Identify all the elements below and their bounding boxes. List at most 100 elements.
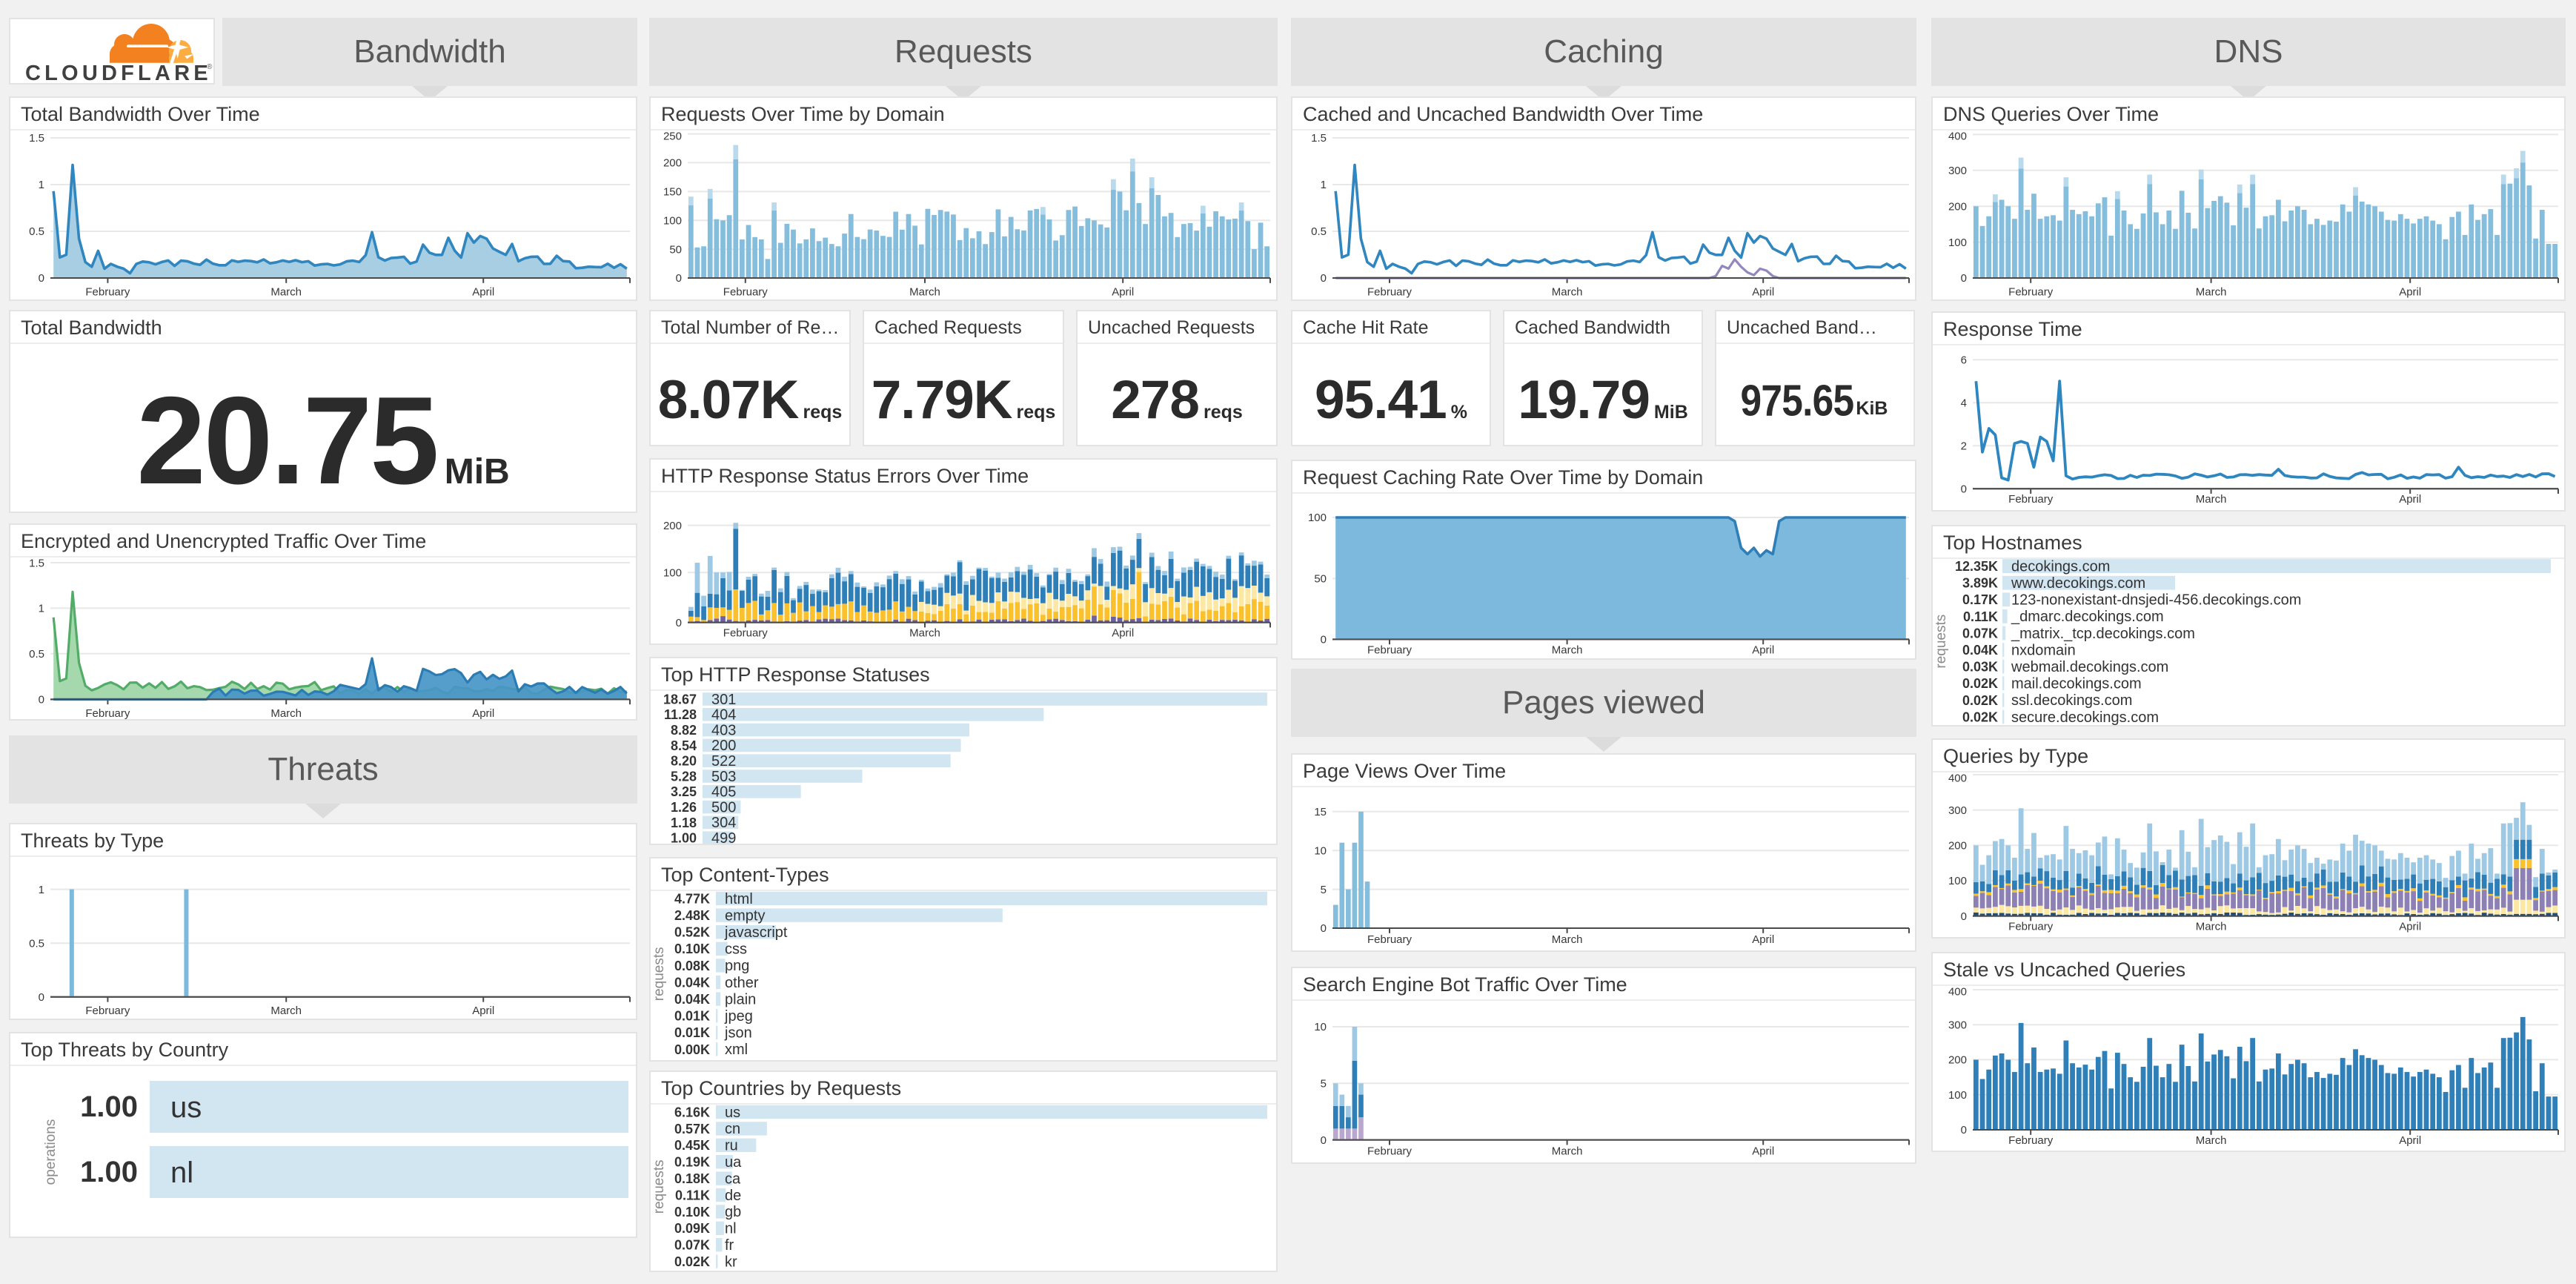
- svg-text:1.5: 1.5: [29, 557, 44, 569]
- svg-text:300: 300: [1948, 165, 1967, 177]
- svg-text:0.5: 0.5: [29, 225, 44, 238]
- svg-text:March: March: [270, 1005, 302, 1017]
- svg-text:10: 10: [1314, 1021, 1327, 1033]
- svg-text:1.00: 1.00: [80, 1091, 138, 1123]
- svg-text:6: 6: [1961, 354, 1967, 366]
- svg-text:400: 400: [1948, 986, 1967, 998]
- svg-text:April: April: [1752, 933, 1774, 946]
- svg-text:200: 200: [1948, 1054, 1967, 1067]
- svg-text:0.02K: 0.02K: [1962, 676, 1998, 691]
- svg-text:6.16K: 6.16K: [674, 1105, 710, 1119]
- svg-text:0.45K: 0.45K: [674, 1138, 710, 1153]
- svg-text:0.01K: 0.01K: [674, 1009, 710, 1024]
- svg-text:499: 499: [711, 830, 736, 845]
- svg-text:March: March: [2196, 493, 2227, 506]
- svg-text:April: April: [2399, 1134, 2421, 1147]
- svg-text:nl: nl: [725, 1221, 737, 1237]
- svg-text:April: April: [1112, 627, 1134, 640]
- svg-text:200: 200: [663, 157, 682, 170]
- svg-text:nxdomain: nxdomain: [2011, 642, 2076, 658]
- svg-text:0.57K: 0.57K: [674, 1122, 710, 1136]
- svg-text:April: April: [1752, 1145, 1774, 1158]
- svg-text:0.11K: 0.11K: [675, 1188, 710, 1202]
- svg-text:100: 100: [663, 566, 682, 579]
- svg-text:1.26: 1.26: [671, 800, 697, 815]
- svg-text:jpeg: jpeg: [724, 1008, 753, 1025]
- svg-text:us: us: [170, 1091, 202, 1124]
- svg-text:503: 503: [711, 769, 736, 785]
- svg-text:February: February: [1367, 1145, 1413, 1158]
- svg-text:0.5: 0.5: [29, 937, 44, 950]
- svg-text:operations: operations: [43, 1119, 59, 1185]
- svg-text:0: 0: [1961, 1124, 1967, 1136]
- svg-text:February: February: [2008, 493, 2054, 506]
- svg-text:png: png: [725, 958, 749, 974]
- svg-text:0.00K: 0.00K: [674, 1042, 710, 1057]
- svg-text:empty: empty: [725, 907, 765, 924]
- svg-text:100: 100: [1308, 512, 1327, 524]
- svg-text:522: 522: [711, 753, 736, 770]
- svg-text:fr: fr: [725, 1237, 734, 1254]
- svg-text:March: March: [909, 285, 940, 298]
- svg-text:1.00: 1.00: [671, 831, 697, 845]
- svg-text:300: 300: [1948, 804, 1967, 817]
- svg-text:0.02K: 0.02K: [1962, 693, 1998, 708]
- svg-text:April: April: [472, 1005, 494, 1017]
- svg-text:0.18K: 0.18K: [674, 1171, 710, 1186]
- svg-text:403: 403: [711, 722, 736, 738]
- svg-text:400: 400: [1948, 130, 1967, 142]
- svg-text:0.09K: 0.09K: [674, 1221, 710, 1236]
- svg-text:0.07K: 0.07K: [674, 1238, 710, 1253]
- svg-text:css: css: [725, 942, 747, 958]
- svg-text:April: April: [472, 285, 494, 298]
- svg-text:ssl.decokings.com: ssl.decokings.com: [2011, 692, 2132, 709]
- svg-text:nl: nl: [170, 1156, 193, 1189]
- svg-text:February: February: [723, 285, 769, 298]
- svg-text:_dmarc.decokings.com: _dmarc.decokings.com: [2011, 609, 2164, 625]
- svg-text:5: 5: [1321, 1077, 1327, 1090]
- svg-text:February: February: [1367, 643, 1413, 656]
- svg-text:0: 0: [676, 617, 682, 629]
- svg-text:de: de: [725, 1188, 741, 1204]
- svg-text:other: other: [725, 975, 759, 991]
- svg-text:March: March: [270, 285, 302, 298]
- svg-text:1: 1: [39, 884, 44, 896]
- svg-text:405: 405: [711, 784, 736, 801]
- svg-text:8.20: 8.20: [671, 754, 697, 769]
- svg-text:javascript: javascript: [724, 924, 788, 941]
- svg-text:0.01K: 0.01K: [674, 1025, 710, 1040]
- svg-text:0.04K: 0.04K: [674, 992, 710, 1007]
- svg-text:requests: requests: [651, 947, 667, 1001]
- svg-text:decokings.com: decokings.com: [2011, 559, 2110, 575]
- svg-text:0.5: 0.5: [1311, 225, 1327, 238]
- svg-text:ca: ca: [725, 1171, 741, 1187]
- svg-text:February: February: [85, 285, 130, 298]
- svg-text:0.04K: 0.04K: [1962, 643, 1998, 658]
- svg-text:0.11K: 0.11K: [1963, 609, 1998, 624]
- svg-text:0.08K: 0.08K: [674, 959, 710, 973]
- svg-text:3.89K: 3.89K: [1962, 576, 1998, 591]
- svg-text:gb: gb: [725, 1204, 741, 1220]
- svg-text:html: html: [725, 891, 753, 907]
- svg-text:April: April: [1112, 285, 1134, 298]
- svg-text:4: 4: [1961, 397, 1967, 409]
- svg-text:200: 200: [711, 738, 736, 754]
- svg-text:18.67: 18.67: [663, 692, 697, 706]
- svg-text:webmail.decokings.com: webmail.decokings.com: [2011, 659, 2168, 675]
- svg-text:March: March: [270, 707, 302, 720]
- svg-text:www.decokings.com: www.decokings.com: [2011, 575, 2145, 592]
- svg-text:March: March: [1552, 643, 1583, 656]
- svg-text:50: 50: [1314, 573, 1327, 586]
- svg-text:us: us: [725, 1105, 740, 1121]
- svg-text:1.18: 1.18: [671, 815, 697, 830]
- svg-text:requests: requests: [1933, 615, 1949, 669]
- svg-text:xml: xml: [725, 1042, 748, 1058]
- svg-text:requests: requests: [651, 1159, 667, 1214]
- svg-text:0: 0: [39, 991, 44, 1004]
- svg-text:0.03K: 0.03K: [1962, 660, 1998, 675]
- svg-text:12.35K: 12.35K: [1955, 559, 1998, 574]
- svg-text:March: March: [2196, 1134, 2227, 1147]
- svg-text:0.10K: 0.10K: [674, 1205, 710, 1220]
- svg-text:0.02K: 0.02K: [674, 1254, 710, 1269]
- svg-text:April: April: [2399, 285, 2421, 298]
